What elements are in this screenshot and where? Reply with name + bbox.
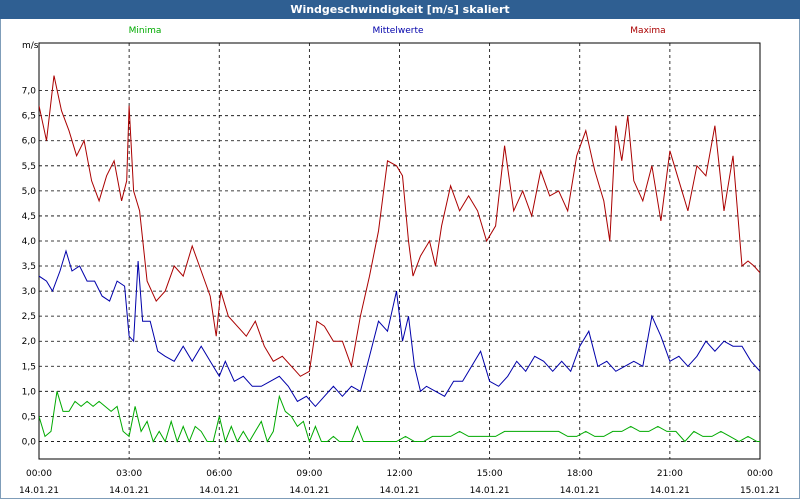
y-tick-label: 6,0	[22, 137, 37, 147]
series-group	[39, 75, 760, 444]
x-tick-time: 09:00	[296, 469, 322, 479]
y-tick-label: 4,5	[22, 212, 36, 222]
y-tick-label: 3,0	[22, 287, 37, 297]
axes: 0,0 0,5 1,0 1,5 2,0 2,5 3,0 3,5 4,0 4,5 5,0 5,5 6,0 6…	[19, 42, 780, 496]
x-tick-date: 14.01.21	[109, 486, 149, 496]
x-tick-time: 00:00	[747, 469, 773, 479]
x-tick-time: 21:00	[657, 469, 683, 479]
x-tick-time: 03:00	[116, 469, 142, 479]
legend-mittelwerte: Mittelwerte	[372, 26, 423, 36]
y-tick-label: 7,0	[22, 87, 37, 97]
y-tick-label: 3,5	[22, 262, 36, 272]
legend-minima: Minima	[129, 26, 162, 36]
x-tick-date: 14.01.21	[560, 486, 600, 496]
y-tick-label: 0,0	[22, 437, 37, 447]
legend-maxima: Maxima	[630, 26, 665, 36]
y-tick-label: 0,5	[22, 412, 36, 422]
x-tick-date: 14.01.21	[289, 486, 329, 496]
y-tick-label: 6,5	[22, 112, 36, 122]
x-tick-date: 15.01.21	[740, 486, 780, 496]
y-tick-label: 5,5	[22, 162, 36, 172]
series-line-maxima	[39, 75, 760, 377]
y-unit-label: m/s	[22, 41, 39, 51]
x-tick-date: 14.01.21	[470, 486, 510, 496]
x-tick-date: 14.01.21	[650, 486, 690, 496]
x-tick-date: 14.01.21	[199, 486, 239, 496]
x-tick-time: 15:00	[477, 469, 503, 479]
x-tick-time: 06:00	[206, 469, 232, 479]
chart-title: Windgeschwindigkeit [m/s] skaliert	[0, 0, 800, 19]
x-tick-date: 14.01.21	[19, 486, 59, 496]
y-tick-label: 1,5	[22, 362, 36, 372]
x-tick-time: 12:00	[387, 469, 413, 479]
y-tick-label: 5,0	[22, 187, 37, 197]
x-tick-date: 14.01.21	[379, 486, 419, 496]
y-tick-label: 4,0	[22, 237, 37, 247]
series-line-mittelwerte	[39, 249, 760, 408]
y-tick-label: 1,0	[22, 387, 37, 397]
y-tick-label: 2,5	[22, 312, 36, 322]
y-tick-label: 2,0	[22, 337, 37, 347]
grid	[39, 43, 760, 459]
series-line-minima	[39, 391, 760, 444]
x-tick-time: 00:00	[26, 469, 52, 479]
x-tick-time: 18:00	[567, 469, 593, 479]
plot-border	[38, 42, 761, 460]
